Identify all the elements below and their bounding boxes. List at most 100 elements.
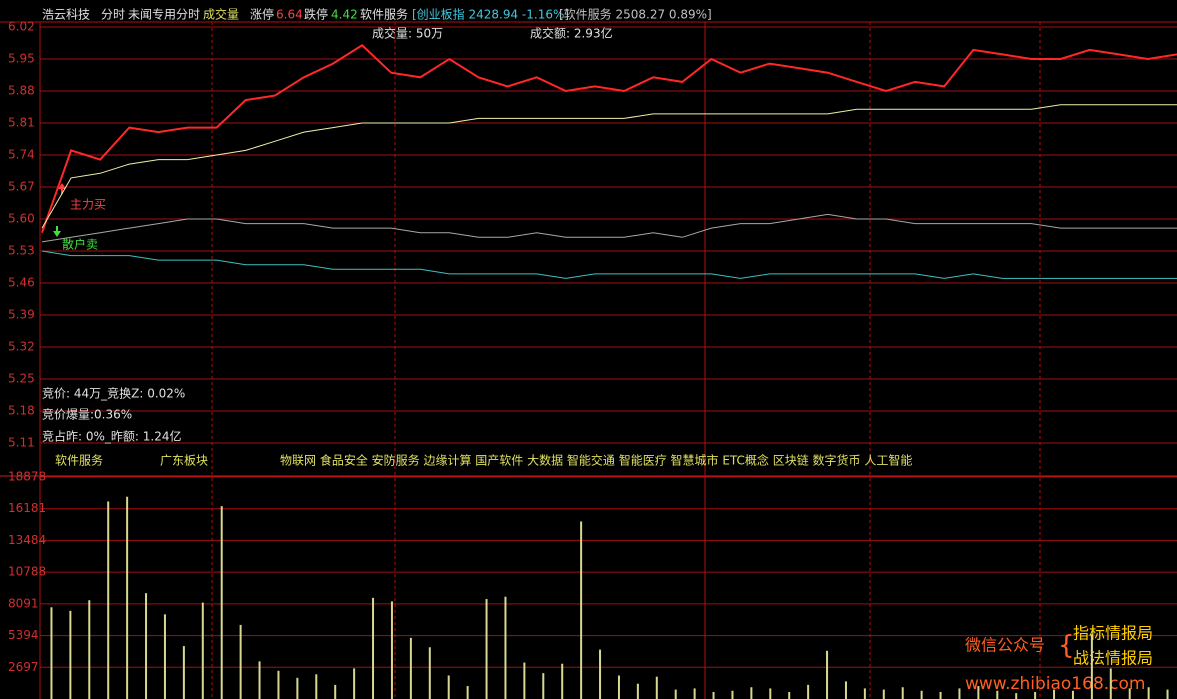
y-tick-label: 5.88 — [8, 84, 35, 98]
buy-arrow — [58, 183, 66, 194]
volume-bar — [788, 691, 791, 699]
amount-stat: 成交额: 2.93亿 — [530, 26, 613, 41]
volume-bar — [655, 676, 658, 699]
y-tick-label: 18878 — [8, 470, 46, 484]
auction-info: 竞价: 44万_竞换Z: 0.02% — [42, 387, 185, 401]
volume-bar — [580, 521, 583, 699]
volume-bar — [920, 690, 923, 699]
y-tick-label: 5.18 — [8, 404, 35, 418]
indicator: 未闻专用分时 — [128, 7, 200, 22]
volume-bar — [277, 670, 280, 699]
volume-bar — [939, 691, 942, 699]
volume-bar — [863, 688, 866, 699]
volume-bar — [844, 681, 847, 699]
y-tick-label: 13484 — [8, 533, 46, 547]
y-tick-label: 5.46 — [8, 276, 35, 290]
volume-bar — [882, 689, 885, 699]
volume-bar — [958, 688, 961, 699]
volume-bar — [334, 684, 337, 699]
concept: 广东板块 — [160, 454, 208, 468]
y-tick-label: 5.67 — [8, 180, 35, 194]
volume-bar — [1053, 689, 1056, 699]
index1: [创业板指 2428.94 -1.16%] — [412, 7, 569, 22]
volume-bar — [390, 601, 393, 699]
y-tick-label: 2697 — [8, 660, 39, 674]
volume-bar — [504, 596, 507, 699]
volume-bar — [1109, 668, 1112, 699]
volume-bar — [769, 688, 772, 699]
volume-bar — [107, 501, 110, 699]
y-tick-label: 5.25 — [8, 372, 35, 386]
volume-bar — [69, 610, 72, 699]
volume-bar — [807, 684, 810, 699]
volume-bar — [466, 686, 469, 699]
watermark-brace: { — [1058, 631, 1075, 661]
limit-down-label: 跌停 — [304, 7, 328, 22]
volume-bar — [712, 691, 715, 699]
volume-bar — [996, 690, 999, 699]
volume-bar — [201, 602, 204, 699]
volume-bar — [220, 506, 223, 699]
y-tick-label: 6.02 — [8, 20, 35, 34]
price-line — [41, 250, 1177, 279]
volume-bar — [258, 661, 261, 699]
volume-bar — [296, 677, 299, 699]
volume-bar — [409, 637, 412, 699]
volume-bar — [542, 673, 545, 699]
y-tick-label: 8091 — [8, 596, 39, 610]
volume-bar — [1128, 688, 1131, 699]
volume-bar — [1166, 689, 1169, 699]
volume-bar — [1147, 687, 1150, 699]
volume-bar — [1034, 691, 1037, 699]
watermark: 指标情报局 — [1073, 624, 1153, 643]
concept: 软件服务 — [55, 453, 103, 468]
price-line — [41, 104, 1177, 229]
volume-bar — [88, 600, 91, 699]
volume-bar — [1015, 693, 1018, 699]
volume-bar — [485, 599, 488, 699]
mode: 分时 — [101, 8, 125, 22]
y-tick-label: 5.95 — [8, 52, 35, 66]
y-tick-label: 16181 — [8, 501, 46, 515]
limit-up-label: 涨停 — [250, 7, 274, 22]
volume-bar — [1071, 690, 1074, 699]
volume-bar — [1090, 634, 1093, 699]
volume-stat: 成交量: 50万 — [372, 26, 443, 41]
index2: [软件服务 2508.27 0.89%] — [559, 7, 712, 22]
volume-bar — [693, 688, 696, 699]
y-tick-label: 5394 — [8, 628, 39, 642]
volume-bar — [163, 614, 166, 699]
volume-bar — [617, 675, 620, 699]
volume-bar — [447, 675, 450, 699]
volume-bar — [636, 683, 639, 699]
volume-bar — [523, 662, 526, 699]
volume-bar — [126, 496, 129, 699]
stock-name: 浩云科技 — [42, 8, 90, 22]
volume-bar — [674, 689, 677, 699]
volume-bar — [182, 646, 185, 699]
y-tick-label: 5.11 — [8, 436, 35, 450]
buy-annotation: 主力买 — [70, 198, 106, 212]
volume-bar — [353, 668, 356, 699]
volume-bar — [239, 624, 242, 699]
price-line — [41, 44, 1177, 234]
auction-info: 竞价爆量:0.36% — [42, 408, 132, 422]
volume-bar — [315, 674, 318, 699]
y-tick-label: 5.39 — [8, 308, 35, 322]
y-tick-label: 5.81 — [8, 116, 35, 130]
volume-bar — [599, 649, 602, 699]
volume-bar — [826, 650, 829, 699]
volume-bar — [50, 607, 53, 699]
auction-info: 竞占昨: 0%_昨额: 1.24亿 — [42, 429, 181, 444]
y-tick-label: 5.60 — [8, 212, 35, 226]
frame — [0, 21, 1177, 699]
price-line — [41, 213, 1177, 243]
volume-bar — [731, 690, 734, 699]
watermark-url: www.zhibiao168.com — [965, 674, 1145, 694]
sell-annotation: 散户卖 — [62, 237, 98, 252]
volume-bar — [372, 597, 375, 699]
volume-label: 成交量 — [203, 7, 239, 22]
y-tick-label: 5.32 — [8, 340, 35, 354]
volume-bar — [750, 687, 753, 699]
